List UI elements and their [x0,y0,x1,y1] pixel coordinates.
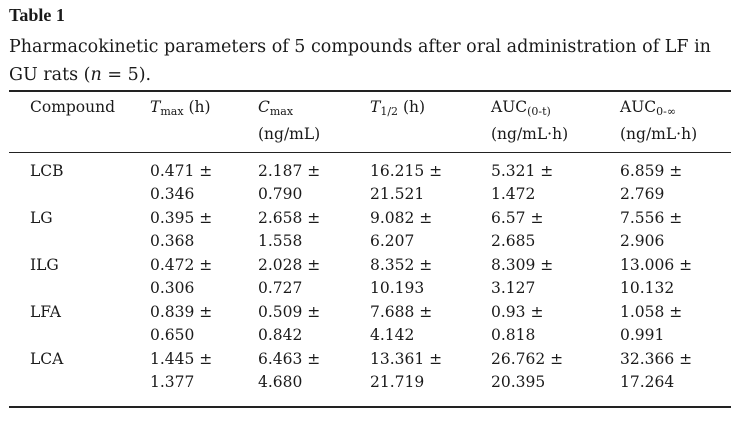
table-cell-sd: 0.842 [258,326,303,344]
table-cell-mean: 0.93 ± [491,303,544,321]
header-auc-0t: AUC(0-t) (ng/mL·h) [491,96,568,146]
table-cell-mean: 0.839 ± [150,303,213,321]
table-label: Table 1 [9,5,65,25]
table-cell-sd: 2.685 [491,232,536,250]
table-cell-mean: 0.395 ± [150,209,213,227]
table-cell-sd: 10.193 [370,279,425,297]
header-cmax-sub: max [269,105,294,118]
table-row-compound: LFA [30,303,61,321]
table-cell-mean: 6.859 ± [620,162,683,180]
header-auc-0t-symbol: AUC [491,98,528,116]
table-cell-sd: 20.395 [491,373,546,391]
header-tmax-sub: max [160,105,184,118]
table-cell-sd: 10.132 [620,279,675,297]
table-cell-sd: 0.727 [258,279,303,297]
table-cell-mean: 1.445 ± [150,350,213,368]
table-cell-mean: 1.058 ± [620,303,683,321]
caption-text: Pharmacokinetic parameters of 5 compound… [9,37,711,85]
table-cell-mean: 0.472 ± [150,256,213,274]
table-cell-mean: 16.215 ± [370,162,443,180]
table-cell-sd: 0.368 [150,232,195,250]
table-cell-sd: 0.306 [150,279,195,297]
table-cell-mean: 6.57 ± [491,209,544,227]
header-tmax-symbol: T [150,98,161,116]
table-row-compound: LCB [30,162,64,180]
table-cell-mean: 5.321 ± [491,162,554,180]
top-rule [9,90,731,92]
table-cell-mean: 7.556 ± [620,209,683,227]
table-cell-sd: 0.790 [258,185,303,203]
table-cell-sd: 4.142 [370,326,415,344]
table-cell-mean: 26.762 ± [491,350,564,368]
table-cell-sd: 1.472 [491,185,536,203]
table-cell-mean: 9.082 ± [370,209,433,227]
table-cell-sd: 0.346 [150,185,195,203]
header-cmax-unit: (ng/mL) [258,125,321,143]
table-cell-mean: 8.309 ± [491,256,554,274]
table-cell-mean: 7.688 ± [370,303,433,321]
bottom-rule [9,406,731,408]
header-cmax-symbol: C [258,98,270,116]
table-cell-sd: 4.680 [258,373,303,391]
table-cell-mean: 0.509 ± [258,303,321,321]
table-row-compound: LG [30,209,53,227]
table-row-compound: LCA [30,350,64,368]
table-cell-mean: 6.463 ± [258,350,321,368]
table-cell-sd: 21.719 [370,373,425,391]
table-cell-sd: 17.264 [620,373,675,391]
header-auc-0inf-sub: 0-∞ [656,105,677,118]
header-auc-0inf: AUC0-∞ (ng/mL·h) [620,96,697,146]
table-cell-mean: 2.658 ± [258,209,321,227]
header-auc-0inf-symbol: AUC [620,98,657,116]
header-cmax: Cmax (ng/mL) [258,96,320,146]
header-thalf-sub: 1/2 [380,105,399,118]
table-caption: Pharmacokinetic parameters of 5 compound… [9,33,739,89]
header-compound: Compound [30,98,116,116]
header-tmax: Tmax (h) [150,96,211,123]
header-auc-0t-sub: (0-t) [527,105,551,118]
header-thalf-unit: (h) [398,98,426,116]
table-cell-sd: 2.769 [620,185,665,203]
table-cell-sd: 2.906 [620,232,665,250]
table-cell-sd: 6.207 [370,232,415,250]
table-cell-mean: 13.006 ± [620,256,693,274]
table-cell-mean: 2.187 ± [258,162,321,180]
header-rule [9,152,731,153]
table-cell-sd: 21.521 [370,185,425,203]
table-cell-sd: 1.377 [150,373,195,391]
header-tmax-unit: (h) [183,98,211,116]
header-thalf: T1/2 (h) [370,96,425,123]
table-cell-mean: 0.471 ± [150,162,213,180]
table-cell-sd: 0.818 [491,326,536,344]
table-cell-sd: 1.558 [258,232,303,250]
header-auc-0t-unit: (ng/mL·h) [491,125,569,143]
table-row-compound: ILG [30,256,59,274]
header-thalf-symbol: T [370,98,381,116]
caption-n: n [90,65,102,85]
table-cell-sd: 3.127 [491,279,536,297]
table-cell-mean: 2.028 ± [258,256,321,274]
header-auc-0inf-unit: (ng/mL·h) [620,125,698,143]
table-cell-mean: 32.366 ± [620,350,693,368]
table-cell-sd: 0.991 [620,326,665,344]
caption-tail: = 5). [101,65,152,85]
table-cell-sd: 0.650 [150,326,195,344]
table-cell-mean: 13.361 ± [370,350,443,368]
table-cell-mean: 8.352 ± [370,256,433,274]
